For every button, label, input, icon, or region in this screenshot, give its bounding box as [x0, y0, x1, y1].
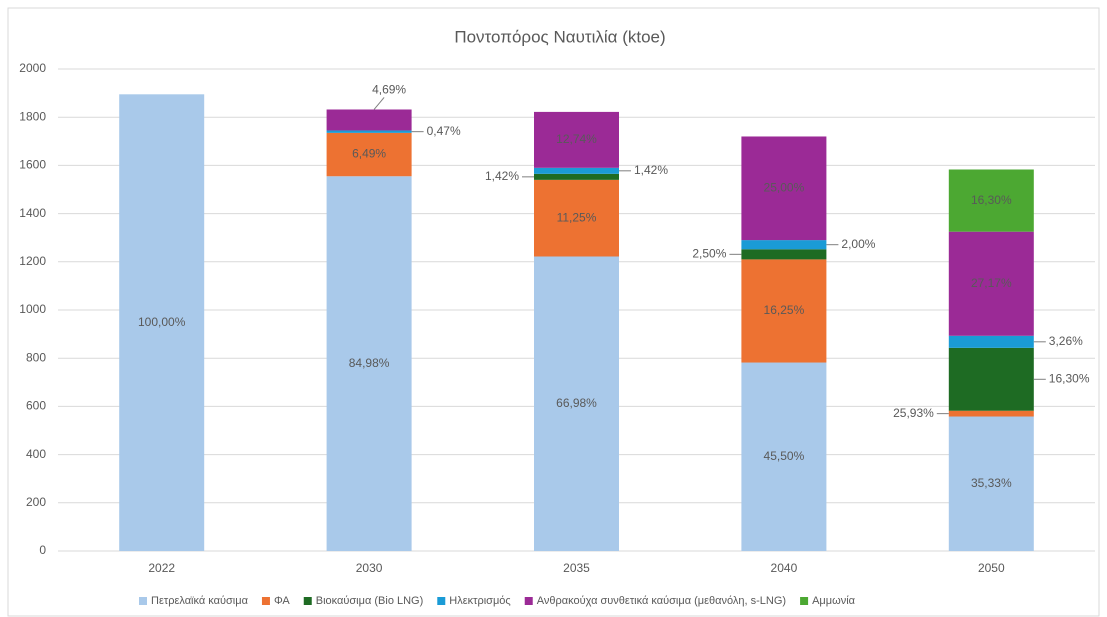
- data-label: 35,33%: [971, 476, 1012, 490]
- x-tick-label: 2050: [978, 561, 1005, 575]
- data-label: 2,00%: [841, 237, 875, 251]
- chart-title: Ποντοπόρος Ναυτιλία (ktoe): [454, 27, 665, 46]
- bar-segment: [948, 410, 1034, 417]
- bar-segment: [741, 240, 827, 250]
- x-tick-label: 2040: [771, 561, 798, 575]
- data-label: 12,74%: [556, 132, 597, 146]
- bar-segment: [948, 347, 1034, 411]
- x-tick-label: 2035: [563, 561, 590, 575]
- data-label: 45,50%: [764, 449, 805, 463]
- legend-swatch: [139, 597, 147, 605]
- y-tick-label: 600: [26, 399, 46, 413]
- legend-label: ΦΑ: [274, 595, 290, 607]
- bar-segment: [534, 111, 619, 168]
- legend-swatch: [524, 597, 533, 605]
- data-label: 27,17%: [971, 276, 1012, 290]
- data-label: 0,47%: [427, 124, 461, 138]
- legend-swatch: [261, 597, 270, 605]
- bar-segment: [948, 416, 1034, 551]
- legend-swatch: [303, 597, 312, 605]
- data-label: 1,42%: [485, 169, 519, 183]
- bar-segment: [534, 179, 619, 257]
- bar-segment: [948, 335, 1034, 348]
- bar-segment: [741, 136, 827, 241]
- x-tick-label: 2030: [356, 561, 383, 575]
- legend-swatch: [437, 597, 446, 605]
- leader-line: [373, 97, 385, 110]
- bar-segment: [326, 130, 412, 133]
- data-label: 25,00%: [764, 180, 805, 194]
- y-tick-label: 1600: [19, 158, 46, 172]
- legend-swatch: [800, 597, 809, 605]
- bar-segment: [741, 362, 827, 551]
- bar-segment: [534, 167, 619, 174]
- data-label: 66,98%: [556, 396, 597, 410]
- y-tick-label: 0: [39, 543, 46, 557]
- data-label: 84,98%: [349, 356, 390, 370]
- bar-segment: [948, 231, 1034, 336]
- bar-segment: [948, 169, 1034, 232]
- data-label: 4,69%: [372, 83, 406, 97]
- bar-segment: [326, 132, 412, 177]
- legend-label: Αμμωνία: [812, 595, 856, 607]
- y-tick-label: 1400: [19, 206, 46, 220]
- data-label: 100,00%: [138, 315, 186, 329]
- bar-segment: [326, 109, 412, 131]
- legend-label: Πετρελαϊκά καύσιμα: [151, 595, 249, 607]
- bar-segment: [534, 256, 619, 551]
- data-label: 16,30%: [971, 193, 1012, 207]
- data-label: 3,26%: [1049, 334, 1083, 348]
- data-label: 2,50%: [692, 247, 726, 261]
- legend-label: Ηλεκτρισμός: [449, 595, 510, 607]
- data-label: 25,93%: [893, 406, 934, 420]
- bar-segment: [741, 249, 827, 260]
- bar-segment: [119, 94, 205, 552]
- y-tick-label: 2000: [19, 61, 46, 75]
- y-tick-label: 1800: [19, 109, 46, 123]
- legend-label: Βιοκαύσιμα (Bio LNG): [316, 595, 424, 607]
- data-label: 11,25%: [557, 210, 597, 224]
- x-tick-label: 2022: [148, 561, 175, 575]
- bar-segment: [326, 176, 412, 551]
- data-label: 6,49%: [352, 147, 386, 161]
- y-tick-label: 400: [26, 447, 46, 461]
- legend-label: Ανθρακούχα συνθετικά καύσιμα (μεθανόλη, …: [537, 595, 786, 607]
- y-tick-label: 1000: [19, 302, 46, 316]
- bar-segment: [741, 259, 827, 363]
- data-label: 16,30%: [1049, 371, 1090, 385]
- data-label: 16,25%: [764, 303, 805, 317]
- bar-segment: [534, 173, 619, 180]
- y-tick-label: 200: [26, 495, 46, 509]
- y-tick-label: 800: [26, 350, 46, 364]
- y-tick-label: 1200: [19, 254, 46, 268]
- data-label: 1,42%: [634, 163, 668, 177]
